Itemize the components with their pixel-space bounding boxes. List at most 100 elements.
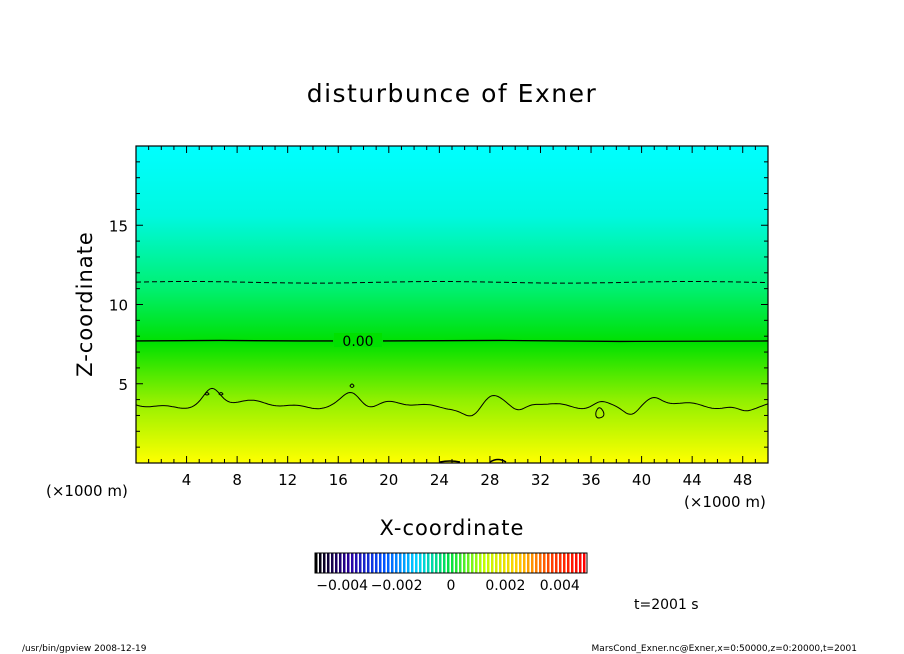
contour-label: 0.00 [342,334,373,350]
colorbar-cell [531,553,534,573]
colorbar-cell [467,553,470,573]
colorbar-cell [455,553,458,573]
colorbar-cell [315,553,318,573]
colorbar-frame [314,552,588,574]
colorbar-cell [359,553,362,573]
colorbar-cell [395,553,398,573]
colorbar-cell [335,553,338,573]
colorbar-cell [471,553,474,573]
colorbar-cell [503,553,506,573]
colorbar-cell [479,553,482,573]
colorbar-cell [435,553,438,573]
colorbar-cell [571,553,574,573]
colorbar-cell [371,553,374,573]
colorbar-cell [575,553,578,573]
footer-right: MarsCond_Exner.nc@Exner,x=0:50000,z=0:20… [592,644,857,654]
colorbar-cell [327,553,330,573]
colorbar-cell [499,553,502,573]
colorbar-cell [347,553,350,573]
colorbar-cell [447,553,450,573]
colorbar-cell [507,553,510,573]
y-tick-label: 5 [118,376,128,394]
contour-label-bg [334,333,382,347]
colorbar-cell [431,553,434,573]
y-tick-label: 15 [109,217,128,235]
plot-field [136,146,768,463]
x-tick-label: 48 [733,471,752,489]
colorbar-cell [547,553,550,573]
x-tick-label: 40 [632,471,651,489]
colorbar-cell [551,553,554,573]
colorbar: −0.004 −0.002 0 0.002 0.004 [314,552,588,594]
x-tick-label: 28 [480,471,499,489]
colorbar-cell [451,553,454,573]
colorbar-cell [491,553,494,573]
x-tick-label: 36 [581,471,600,489]
colorbar-cell [559,553,562,573]
colorbar-cell [475,553,478,573]
contour-blob [204,392,210,396]
chart-title: disturbunce of Exner [307,79,598,108]
contour-low [136,387,768,417]
colorbar-tick-label: −0.004 [316,578,368,594]
colorbar-tick-label: −0.002 [371,578,423,594]
colorbar-cell [351,553,354,573]
colorbar-cell [339,553,342,573]
colorbar-cell [527,553,530,573]
colorbar-cell [423,553,426,573]
x-tick-label: 4 [182,471,192,489]
footer-left: /usr/bin/gpview 2008-12-19 [22,644,147,654]
time-label: t=2001 s [634,597,699,613]
x-tick-label: 44 [683,471,702,489]
colorbar-cell [323,553,326,573]
colorbar-cell [379,553,382,573]
contour-dashed [136,281,768,284]
colorbar-cell [583,553,586,573]
colorbar-cell [427,553,430,573]
colorbar-cell [579,553,582,573]
colorbar-cell [319,553,322,573]
x-unit-label: (×1000 m) [684,493,766,511]
colorbar-cell [411,553,414,573]
contour-blob [595,407,605,419]
colorbar-cell [415,553,418,573]
contour-zero-right [382,339,768,343]
colorbar-cell [443,553,446,573]
colorbar-cell [407,553,410,573]
colorbar-cell [459,553,462,573]
colorbar-cell [539,553,542,573]
colorbar-cell [391,553,394,573]
colorbar-cell [403,553,406,573]
colorbar-cell [355,553,358,573]
x-tick-label: 16 [329,471,348,489]
colorbar-cell [543,553,546,573]
colorbar-cell [555,553,558,573]
colorbar-cell [419,553,422,573]
contour-bottom [439,458,507,463]
x-tick-label: 12 [278,471,297,489]
colorbar-cell [439,553,442,573]
colorbar-cell [519,553,522,573]
colorbar-cell [483,553,486,573]
y-axis-label: Z-coordinate [73,231,97,377]
colorbar-tick-label: 0.002 [485,578,525,594]
colorbar-cell [375,553,378,573]
colorbar-tick-label: 0.004 [540,578,580,594]
colorbar-cell [523,553,526,573]
colorbar-cell [563,553,566,573]
x-axis-label: X-coordinate [380,516,525,540]
colorbar-tick-label: 0 [447,578,456,594]
colorbar-cell [343,553,346,573]
colorbar-cell [495,553,498,573]
contour-blob [218,392,224,396]
y-unit-label: (×1000 m) [46,482,128,500]
colorbar-cell [487,553,490,573]
x-tick-label: 24 [430,471,449,489]
colorbar-cell [535,553,538,573]
x-tick-label: 20 [379,471,398,489]
contour-blob [349,383,355,388]
contour-zero-left [136,339,333,342]
contour-layer [136,281,768,463]
